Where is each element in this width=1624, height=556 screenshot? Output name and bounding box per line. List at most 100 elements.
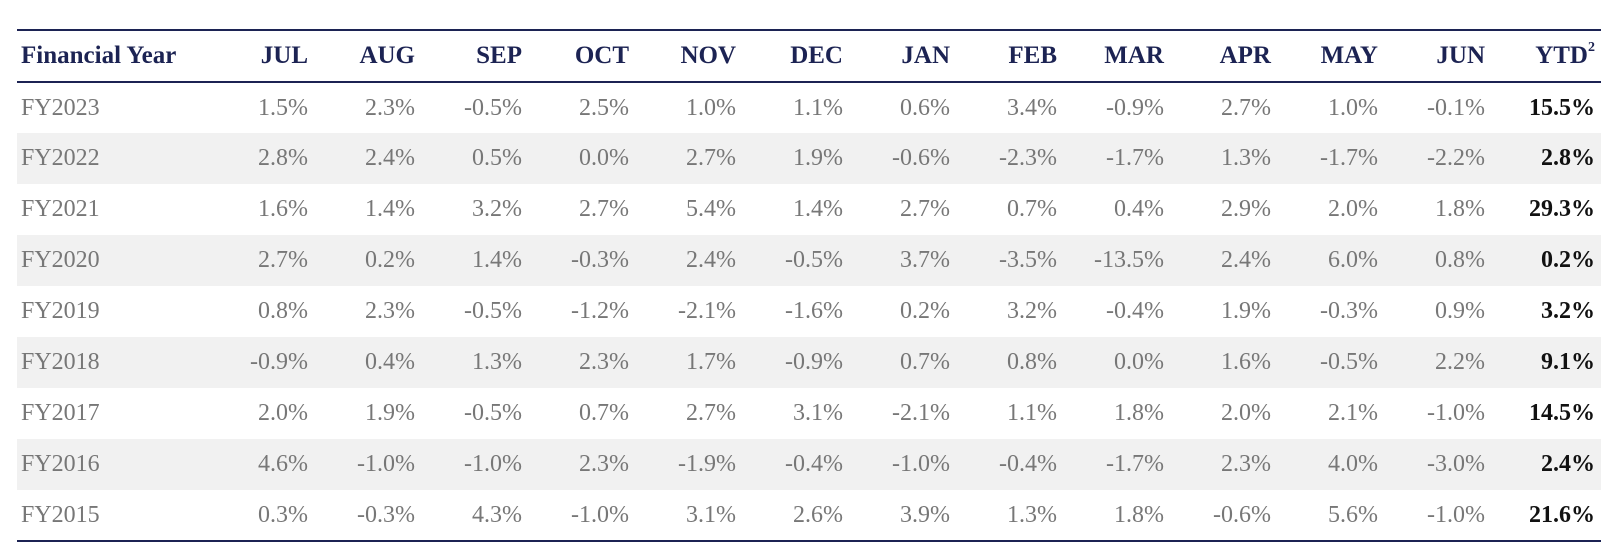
monthly-return-cell: 0.7%	[579, 400, 629, 426]
column-header-ytd: YTD2	[1491, 30, 1601, 82]
monthly-return-cell: 2.8%	[258, 145, 308, 171]
monthly-return-cell: -0.5%	[785, 247, 843, 273]
monthly-return-cell: 0.4%	[365, 349, 415, 375]
ytd-return-cell: 29.3%	[1529, 196, 1595, 222]
financial-year-cell: FY2020	[21, 247, 100, 273]
monthly-return-cell: -0.4%	[785, 451, 843, 477]
monthly-return-cell: -0.5%	[464, 400, 522, 426]
monthly-return-cell: -0.9%	[1106, 94, 1164, 121]
monthly-return-cell: -1.9%	[678, 451, 736, 477]
monthly-return-cell: -0.9%	[250, 349, 308, 375]
column-header-aug: AUG	[359, 42, 415, 69]
monthly-return-cell: -1.0%	[1427, 400, 1485, 426]
financial-year-cell: FY2016	[21, 451, 100, 477]
monthly-return-cell: 1.3%	[1221, 145, 1271, 171]
monthly-return-cell: 1.8%	[1435, 196, 1485, 222]
monthly-return-cell: -0.4%	[1106, 298, 1164, 324]
column-header-jun: JUN	[1436, 42, 1485, 69]
monthly-return-cell: 3.1%	[686, 501, 736, 528]
returns-table-container: Financial Year JUL AUG SEP OCT NOV DEC J…	[17, 29, 1601, 542]
monthly-return-cell: -1.7%	[1106, 451, 1164, 477]
monthly-return-cell: 3.9%	[900, 501, 950, 528]
monthly-return-cell: 2.3%	[579, 451, 629, 477]
monthly-return-cell: 0.5%	[472, 145, 522, 171]
monthly-return-cell: 2.0%	[1328, 196, 1378, 222]
financial-year-cell: FY2023	[21, 94, 100, 121]
monthly-return-cell: -1.2%	[571, 298, 629, 324]
table-body: FY2023 1.5% 2.3% -0.5% 2.5% 1.0% 1.1% 0.6% 3.4% -…	[17, 82, 1601, 541]
monthly-return-cell: -0.3%	[1320, 298, 1378, 324]
table-row: FY2023 1.5% 2.3% -0.5% 2.5% 1.0% 1.1% 0.6% 3.4% -…	[17, 82, 1601, 133]
monthly-return-cell: 2.7%	[686, 145, 736, 171]
table-row: FY2019 0.8% 2.3% -0.5% -1.2% -2.1% -1.6% 0.2% 3.…	[17, 286, 1601, 337]
monthly-return-cell: 1.8%	[1114, 501, 1164, 528]
ytd-return-cell: 0.2%	[1541, 247, 1595, 273]
monthly-return-cell: 2.7%	[258, 247, 308, 273]
monthly-return-cell: 2.3%	[1221, 451, 1271, 477]
monthly-return-cell: -0.1%	[1427, 94, 1485, 121]
monthly-return-cell: 2.7%	[900, 196, 950, 222]
monthly-return-cell: -1.0%	[892, 451, 950, 477]
column-header-financial-year: Financial Year	[21, 42, 177, 69]
monthly-return-cell: 1.1%	[1007, 400, 1057, 426]
monthly-return-cell: 0.4%	[1114, 196, 1164, 222]
monthly-return-cell: 1.0%	[1328, 94, 1378, 121]
monthly-return-cell: 0.0%	[579, 145, 629, 171]
header-row: Financial Year JUL AUG SEP OCT NOV DEC J…	[17, 30, 1601, 82]
table-row: FY2022 2.8% 2.4% 0.5% 0.0% 2.7% 1.9% -0.6% -2.3%…	[17, 133, 1601, 184]
table-row: FY2017 2.0% 1.9% -0.5% 0.7% 2.7% 3.1% -2.1% 1.1%…	[17, 388, 1601, 439]
monthly-return-cell: 1.5%	[258, 94, 308, 121]
monthly-return-cell: -13.5%	[1094, 247, 1164, 273]
column-header-dec: DEC	[790, 42, 843, 69]
monthly-return-cell: 2.0%	[1221, 400, 1271, 426]
ytd-label: YTD	[1535, 42, 1588, 69]
ytd-return-cell: 15.5%	[1529, 94, 1595, 121]
monthly-return-cell: -3.5%	[999, 247, 1057, 273]
monthly-return-cell: -0.4%	[999, 451, 1057, 477]
monthly-return-cell: 2.4%	[1221, 247, 1271, 273]
monthly-return-cell: 2.3%	[579, 349, 629, 375]
financial-year-cell: FY2021	[21, 196, 100, 222]
monthly-return-cell: 1.6%	[1221, 349, 1271, 375]
monthly-return-cell: -0.6%	[1213, 501, 1271, 528]
monthly-return-cell: 1.8%	[1114, 400, 1164, 426]
monthly-return-cell: -1.6%	[785, 298, 843, 324]
monthly-return-cell: -1.7%	[1320, 145, 1378, 171]
monthly-return-cell: 5.6%	[1328, 501, 1378, 528]
monthly-return-cell: 1.6%	[258, 196, 308, 222]
monthly-return-cell: 6.0%	[1328, 247, 1378, 273]
monthly-return-cell: 3.2%	[472, 196, 522, 222]
monthly-return-cell: 1.7%	[686, 349, 736, 375]
monthly-return-cell: -0.6%	[892, 145, 950, 171]
monthly-return-cell: -2.1%	[892, 400, 950, 426]
footnote-marker: 2	[1588, 39, 1595, 55]
table-row: FY2018 -0.9% 0.4% 1.3% 2.3% 1.7% -0.9% 0.7% 0.8%…	[17, 337, 1601, 388]
monthly-return-cell: -0.5%	[1320, 349, 1378, 375]
monthly-return-cell: -1.0%	[357, 451, 415, 477]
monthly-return-cell: 1.3%	[1007, 501, 1057, 528]
monthly-return-cell: 1.9%	[365, 400, 415, 426]
monthly-return-cell: 4.0%	[1328, 451, 1378, 477]
column-header-nov: NOV	[680, 42, 736, 69]
monthly-return-cell: 2.9%	[1221, 196, 1271, 222]
table-row: FY2015 0.3% -0.3% 4.3% -1.0% 3.1% 2.6% 3.9% 1.3%…	[17, 490, 1601, 541]
monthly-return-cell: 0.2%	[365, 247, 415, 273]
ytd-return-cell: 9.1%	[1541, 349, 1595, 375]
monthly-return-cell: -0.5%	[464, 94, 522, 121]
monthly-return-cell: 2.5%	[579, 94, 629, 121]
monthly-return-cell: 0.7%	[1007, 196, 1057, 222]
column-header-jan: JAN	[901, 42, 950, 69]
monthly-return-cell: -1.7%	[1106, 145, 1164, 171]
monthly-return-cell: 0.9%	[1435, 298, 1485, 324]
monthly-return-cell: 0.8%	[1435, 247, 1485, 273]
monthly-return-cell: 2.7%	[579, 196, 629, 222]
monthly-return-cell: 2.4%	[686, 247, 736, 273]
monthly-return-cell: 1.9%	[793, 145, 843, 171]
monthly-return-cell: 3.1%	[793, 400, 843, 426]
ytd-return-cell: 2.4%	[1541, 451, 1595, 477]
monthly-return-cell: 1.9%	[1221, 298, 1271, 324]
monthly-return-cell: -2.1%	[678, 298, 736, 324]
monthly-return-cell: 5.4%	[686, 196, 736, 222]
monthly-return-cell: -3.0%	[1427, 451, 1485, 477]
monthly-return-cell: 2.7%	[686, 400, 736, 426]
